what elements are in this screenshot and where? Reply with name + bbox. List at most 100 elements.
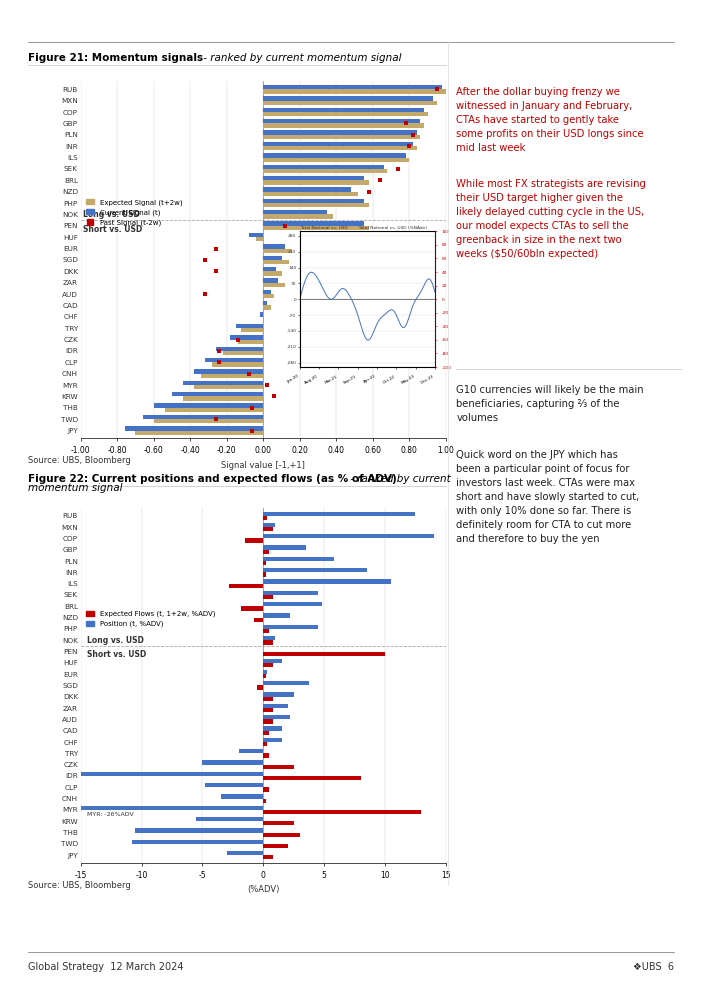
Bar (241, 328, 263, 332)
Bar (183, 397, 263, 401)
Bar (263, 96, 433, 100)
Bar (263, 123, 424, 128)
Bar (263, 131, 416, 135)
Bar (263, 279, 278, 283)
Bar (253, 618, 263, 622)
Bar (245, 539, 263, 543)
Bar (263, 663, 273, 668)
Bar (263, 294, 274, 299)
Bar (263, 249, 293, 253)
Bar (263, 142, 413, 146)
Bar (263, 187, 351, 191)
Bar (263, 271, 282, 276)
Bar (220, 795, 263, 799)
Bar (132, 839, 263, 844)
Bar (263, 181, 369, 185)
Bar (263, 629, 270, 633)
Bar (212, 362, 263, 367)
Bar (260, 312, 263, 316)
Bar (249, 233, 263, 237)
Bar (202, 760, 263, 765)
Bar (263, 85, 442, 89)
Bar (205, 783, 263, 788)
Bar (263, 726, 282, 731)
Bar (263, 703, 288, 708)
Text: - ranked by current: - ranked by current (347, 474, 451, 484)
Bar (227, 851, 263, 855)
Bar (263, 153, 406, 158)
Bar (263, 221, 364, 226)
Bar (263, 659, 282, 663)
Text: Source: UBS, Bloomberg: Source: UBS, Bloomberg (28, 456, 131, 465)
Bar (263, 100, 437, 105)
Bar (263, 568, 366, 572)
Text: While most FX strategists are revising
their USD target higher given the
likely : While most FX strategists are revising t… (456, 179, 646, 259)
Bar (81, 772, 263, 776)
Text: G10 currencies will likely be the main
beneficiaries, capturing ⅔ of the
volumes: G10 currencies will likely be the main b… (456, 385, 644, 423)
Bar (263, 738, 282, 742)
Bar (263, 523, 275, 527)
Text: Source: UBS, Bloomberg: Source: UBS, Bloomberg (28, 881, 131, 890)
Bar (263, 636, 275, 640)
Bar (263, 108, 424, 112)
Bar (263, 844, 288, 848)
Bar (263, 302, 267, 306)
Bar (263, 146, 416, 151)
Bar (263, 158, 409, 162)
Bar (263, 765, 293, 769)
Bar (239, 749, 263, 753)
X-axis label: (%ADV): (%ADV) (247, 885, 279, 894)
Bar (263, 260, 289, 264)
Text: Total Notional vs. USD        Total Notional vs. USD (%NAdv): Total Notional vs. USD Total Notional vs… (300, 226, 427, 230)
Bar (263, 112, 428, 116)
Bar (263, 244, 285, 249)
Bar (263, 719, 273, 724)
Bar (263, 135, 420, 139)
Text: Short vs. USD: Short vs. USD (83, 225, 142, 234)
Bar (263, 652, 385, 656)
Bar (263, 670, 267, 675)
Bar (263, 210, 327, 214)
Bar (143, 415, 263, 420)
Bar (263, 550, 270, 555)
Bar (263, 715, 290, 719)
Bar (230, 335, 263, 339)
Bar (263, 753, 270, 758)
Bar (135, 431, 263, 434)
Bar (263, 809, 421, 814)
Bar (263, 203, 369, 207)
Bar (263, 855, 273, 859)
Text: Short vs. USD: Short vs. USD (87, 651, 146, 660)
Bar (263, 198, 364, 203)
Bar (263, 557, 334, 561)
Bar (263, 675, 265, 679)
Bar (263, 527, 273, 532)
Text: Long vs. USD: Long vs. USD (83, 210, 140, 219)
Bar (216, 346, 263, 351)
X-axis label: Signal value [-1,+1]: Signal value [-1,+1] (221, 460, 305, 469)
Bar (263, 306, 270, 310)
Bar (263, 226, 369, 230)
Bar (263, 512, 416, 516)
Legend: Expected Signal (t+2w), Current Signal (t), Past Signal (t-2w): Expected Signal (t+2w), Current Signal (… (86, 199, 183, 226)
Bar (263, 696, 273, 701)
Bar (165, 408, 263, 412)
Bar (263, 516, 267, 520)
Bar (124, 427, 263, 431)
Text: ❖UBS  6: ❖UBS 6 (633, 962, 674, 972)
Bar (241, 606, 263, 611)
Bar (263, 692, 293, 696)
Bar (229, 583, 263, 588)
Text: Global Strategy  12 March 2024: Global Strategy 12 March 2024 (28, 962, 184, 972)
Bar (154, 420, 263, 424)
Bar (172, 392, 263, 397)
Bar (201, 374, 263, 378)
Bar (194, 385, 263, 389)
Bar (263, 579, 391, 583)
Bar (263, 776, 361, 781)
Bar (183, 381, 263, 385)
Text: Figure 22: Current positions and expected flows (as % of ADV): Figure 22: Current positions and expecte… (28, 474, 397, 484)
Bar (194, 369, 263, 374)
Bar (197, 816, 263, 821)
Bar (256, 237, 263, 241)
